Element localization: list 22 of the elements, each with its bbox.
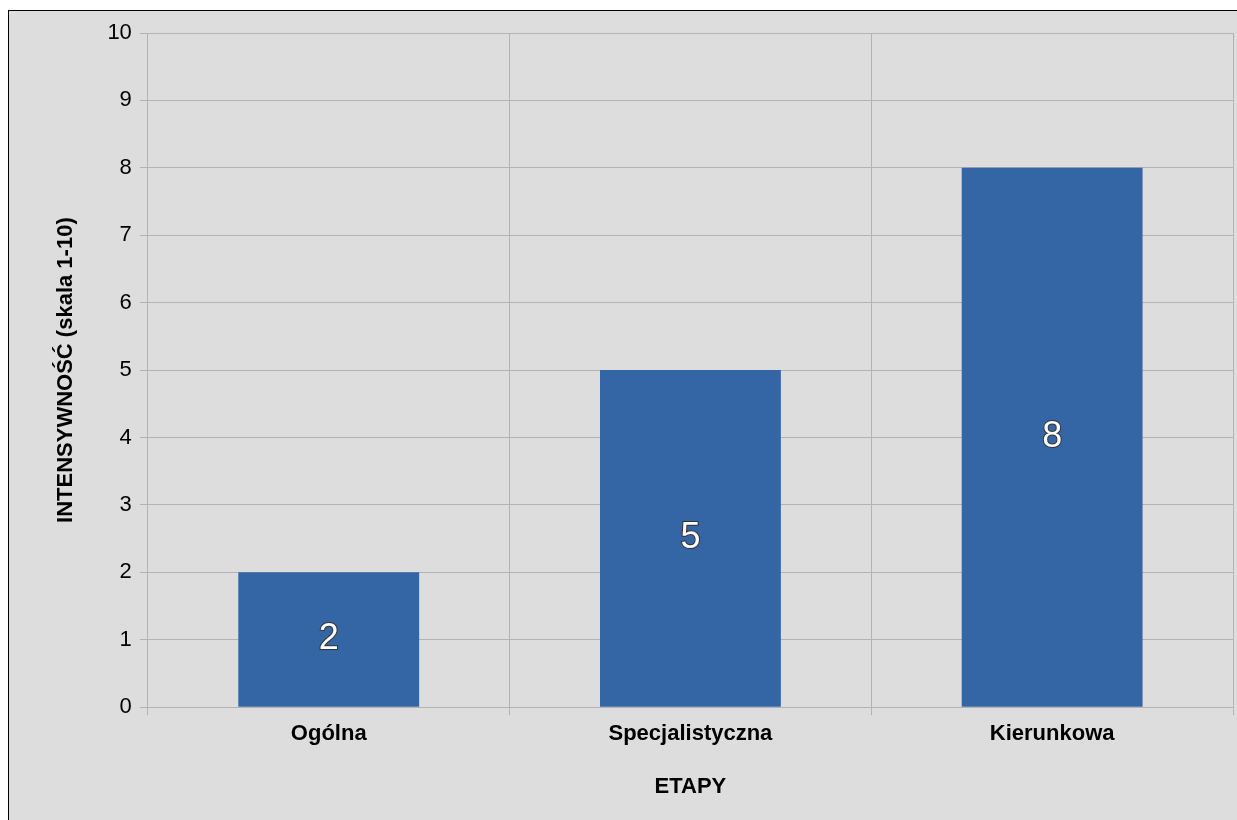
y-tick-label: 10: [107, 19, 132, 45]
x-tick-label: Specjalistyczna: [608, 720, 774, 746]
y-tick-label: 1: [119, 625, 132, 651]
y-tick-label: 3: [119, 491, 132, 516]
y-tick-label: 2: [119, 558, 132, 584]
data-label: 5: [680, 515, 701, 557]
bar: [961, 167, 1143, 707]
y-tick-label: 8: [119, 153, 132, 179]
x-axis-title: ETAPY: [654, 772, 727, 798]
y-tick-label: 9: [119, 86, 132, 112]
y-tick-label: 0: [119, 693, 132, 719]
y-tick-label: 4: [119, 423, 132, 449]
x-tick-label: Kierunkowa: [989, 720, 1116, 746]
bar: [600, 370, 781, 707]
data-label: 8: [1042, 414, 1063, 456]
x-tick-label: Ogólna: [290, 720, 368, 746]
y-axis-title: INTENSYWNOŚĆ (skala 1-10): [52, 217, 78, 523]
y-tick-label: 5: [119, 356, 132, 382]
data-label: 2: [318, 616, 339, 658]
bar: [238, 572, 420, 707]
y-tick-label: 6: [119, 288, 132, 314]
y-tick-label: 7: [119, 221, 132, 247]
